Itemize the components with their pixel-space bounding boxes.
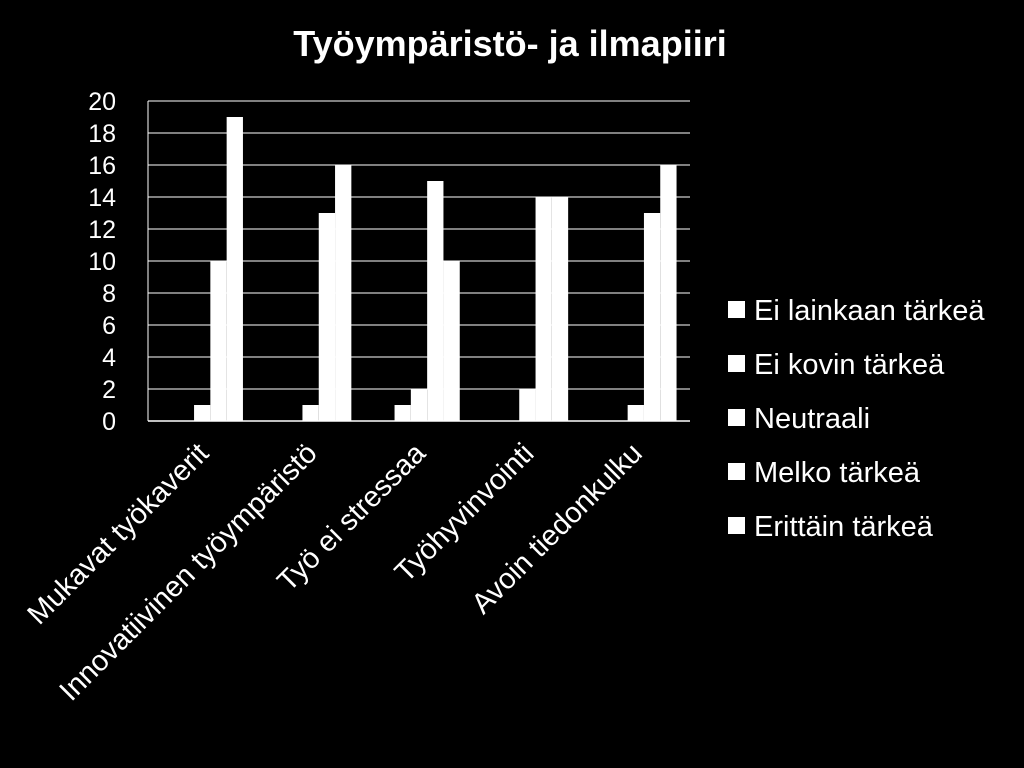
bar (627, 405, 644, 421)
bar (194, 405, 211, 421)
bar (302, 405, 319, 421)
y-tick-label: 8 (102, 280, 116, 308)
bar (660, 165, 677, 421)
bar (551, 197, 569, 421)
y-tick-label: 14 (88, 184, 116, 212)
bar (519, 389, 536, 421)
y-tick-label: 4 (102, 344, 116, 372)
legend-swatch (728, 517, 745, 534)
y-axis-ticks: 0 2 4 6 8 10 12 14 16 18 20 (88, 88, 116, 436)
bar (335, 165, 352, 421)
y-tick-label: 12 (88, 216, 116, 244)
y-tick-label: 6 (102, 312, 116, 340)
bar (226, 117, 243, 421)
bars (194, 117, 677, 421)
bar (535, 197, 552, 421)
legend-label: Neutraali (754, 403, 870, 435)
legend-swatch (728, 409, 745, 426)
y-tick-label: 20 (88, 88, 116, 116)
bar (643, 213, 661, 421)
y-tick-label: 2 (102, 376, 116, 404)
legend-swatch (728, 301, 745, 318)
chart-title: Työympäristö- ja ilmapiiri (293, 23, 726, 64)
legend-label: Melko tärkeä (754, 457, 921, 489)
legend: Ei lainkaan tärkeä Ei kovin tärkeä Neutraa… (728, 295, 985, 543)
bar (410, 389, 428, 421)
bar (318, 213, 336, 421)
bar (394, 405, 411, 421)
legend-swatch (728, 355, 745, 372)
legend-swatch (728, 463, 745, 480)
legend-label: Ei lainkaan tärkeä (754, 295, 985, 327)
y-tick-label: 10 (88, 248, 116, 276)
bar (427, 181, 444, 421)
legend-label: Ei kovin tärkeä (754, 349, 945, 381)
y-tick-label: 16 (88, 152, 116, 180)
bar (443, 261, 460, 421)
legend-label: Erittäin tärkeä (754, 511, 934, 543)
x-tick-label: Mukavat työkaverit (22, 437, 216, 631)
y-tick-label: 0 (102, 408, 116, 436)
y-tick-label: 18 (88, 120, 116, 148)
bar (210, 261, 227, 421)
